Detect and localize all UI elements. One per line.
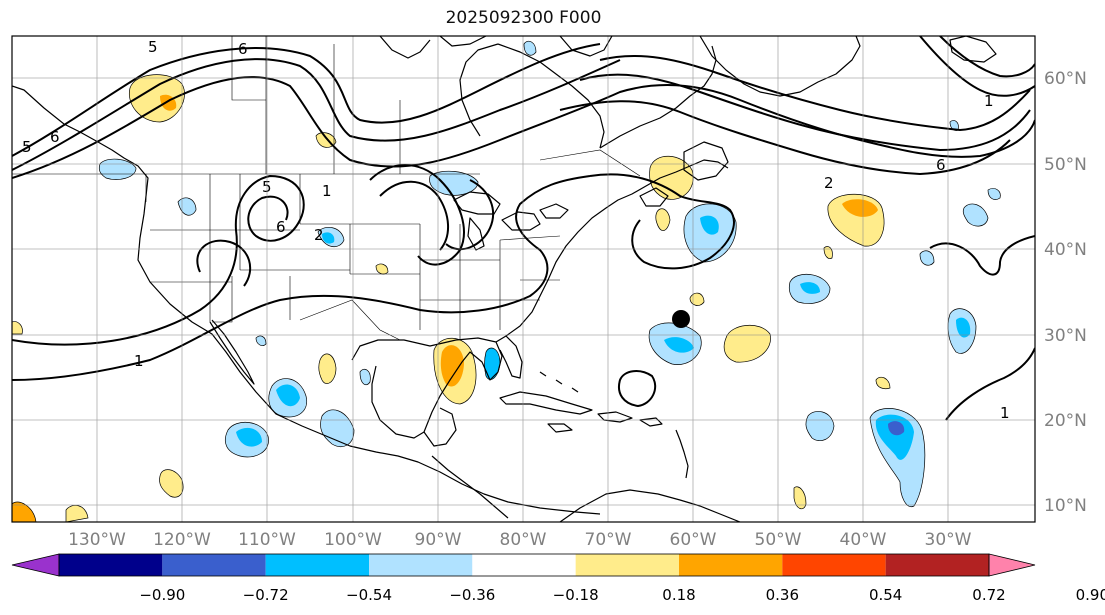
- colorbar-tick-label: 0.36: [766, 586, 799, 604]
- colorbar-tick-label: −0.18: [553, 586, 599, 604]
- lon-label: 80°W: [500, 530, 547, 550]
- colorbar-segment: [679, 554, 783, 576]
- contour-label: 5: [22, 138, 32, 156]
- contour-label: 6: [238, 40, 248, 58]
- lon-label: 110°W: [238, 530, 296, 550]
- colorbar-segment: [575, 554, 679, 576]
- map-frame: [11, 35, 1036, 523]
- political-borders: [12, 36, 641, 341]
- lon-label: 90°W: [415, 530, 462, 550]
- lon-label: 30°W: [925, 530, 972, 550]
- colorbar-tick-label: −0.90: [139, 586, 185, 604]
- colorbar-extend-max: [988, 553, 1036, 577]
- lon-label: 130°W: [68, 530, 126, 550]
- gridlines: [12, 36, 1035, 522]
- lon-label: 40°W: [840, 530, 887, 550]
- colorbar-tick-label: 0.90: [1076, 586, 1105, 604]
- contour-label: 1: [1000, 404, 1010, 422]
- colorbar-tick-label: 0.72: [972, 586, 1005, 604]
- longitude-labels: 130°W 120°W 110°W 100°W 90°W 80°W 70°W 6…: [68, 530, 972, 550]
- colorbar-ticks: −0.90 −0.72 −0.54 −0.36 −0.18 0.18 0.36 …: [139, 586, 1105, 604]
- colorbar-segment: [782, 554, 886, 576]
- colorbar-tick-label: −0.72: [243, 586, 289, 604]
- lon-label: 120°W: [153, 530, 211, 550]
- lat-label: 20°N: [1044, 411, 1087, 431]
- contour-label: 1: [134, 352, 144, 370]
- lat-label: 10°N: [1044, 496, 1087, 516]
- contour-label: 6: [50, 128, 60, 146]
- anomaly-shading: [12, 40, 1001, 522]
- latitude-labels: 60°N 50°N 40°N 30°N 20°N 10°N: [1044, 69, 1087, 516]
- lon-label: 70°W: [585, 530, 632, 550]
- colorbar-tick-label: 0.18: [662, 586, 695, 604]
- colorbar-segment: [162, 554, 266, 576]
- lon-label: 50°W: [755, 530, 802, 550]
- colorbar-segment: [265, 554, 369, 576]
- contour-label: 2: [314, 226, 324, 244]
- colorbar-outline: [58, 553, 990, 577]
- lat-label: 60°N: [1044, 69, 1087, 89]
- colorbar-tick-label: −0.36: [449, 586, 495, 604]
- contour-label: 6: [276, 218, 286, 236]
- contour-label: 6: [936, 156, 946, 174]
- contour-label: 5: [148, 38, 158, 56]
- colorbar-extend-min: [11, 553, 60, 577]
- colorbar-segment: [369, 554, 473, 576]
- map-background: [12, 36, 1035, 522]
- storm-center-marker: [672, 310, 690, 328]
- colorbar-segment: [885, 554, 989, 576]
- contour-label: 1: [984, 92, 994, 110]
- lon-label: 60°W: [670, 530, 717, 550]
- lon-label: 100°W: [324, 530, 382, 550]
- contour-label: 1: [322, 182, 332, 200]
- colorbar-segment: [472, 554, 576, 576]
- colorbar-tick-label: −0.54: [346, 586, 392, 604]
- colorbar-tick-label: 0.54: [869, 586, 902, 604]
- colorbar: [11, 553, 1036, 577]
- map-title: 2025092300 F000: [445, 8, 602, 28]
- height-contours: [12, 36, 1035, 421]
- lat-label: 40°N: [1044, 240, 1087, 260]
- colorbar-segment: [59, 554, 163, 576]
- contour-label: 2: [824, 174, 834, 192]
- lat-label: 50°N: [1044, 155, 1087, 175]
- lat-label: 30°N: [1044, 326, 1087, 346]
